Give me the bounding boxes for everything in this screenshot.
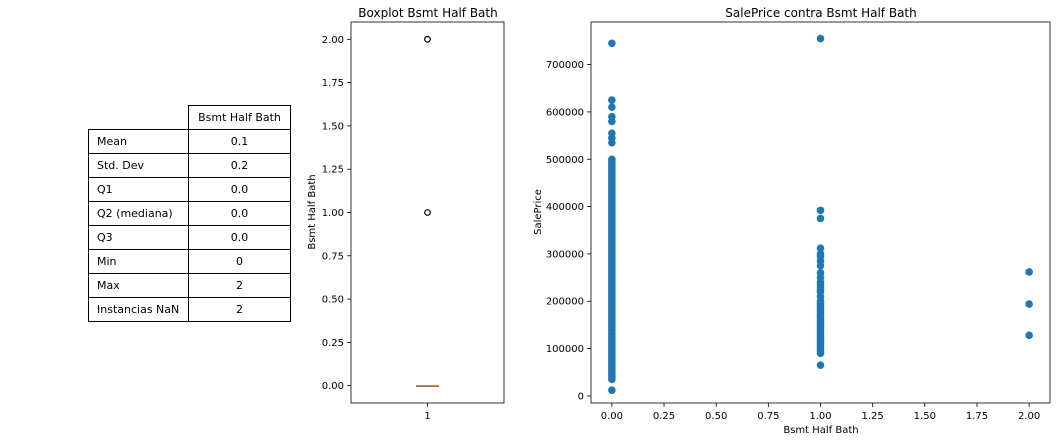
scatter-point bbox=[608, 386, 616, 395]
scatter-xtick-label: 1.50 bbox=[914, 411, 936, 422]
scatter-xtick-label: 2.00 bbox=[1018, 411, 1040, 422]
stats-row: Std. Dev 0.2 bbox=[88, 153, 291, 178]
stats-row-value: 0 bbox=[188, 249, 291, 274]
boxplot-xtick-label: 1 bbox=[424, 411, 430, 422]
scatter-point bbox=[608, 112, 616, 121]
stats-row: Q2 (mediana) 0.0 bbox=[88, 201, 291, 226]
boxplot-ytick-label: 1.50 bbox=[322, 121, 344, 132]
boxplot-outlier bbox=[424, 35, 431, 43]
scatter-ytick-label: 200000 bbox=[546, 297, 584, 308]
scatter-point bbox=[1025, 268, 1033, 276]
scatter-xtick-label: 1.75 bbox=[966, 411, 988, 422]
boxplot-ytick-label: 0.75 bbox=[322, 251, 344, 262]
stats-row: Instancias NaN 2 bbox=[88, 297, 291, 322]
stats-row: Min 0 bbox=[88, 249, 291, 274]
boxplot-ytick-label: 1.75 bbox=[322, 78, 344, 89]
stats-table: Bsmt Half Bath Mean 0.1 Std. Dev 0.2 Q1 0.0… bbox=[88, 105, 291, 322]
scatter-xtick-label: 1.00 bbox=[809, 411, 831, 422]
boxplot-ytick-label: 0.25 bbox=[322, 338, 344, 349]
stats-row-label: Min bbox=[88, 249, 189, 274]
stats-row: Q3 0.0 bbox=[88, 225, 291, 250]
scatter-point bbox=[608, 155, 616, 164]
scatter-xtick-label: 0.50 bbox=[705, 411, 727, 422]
boxplot-frame bbox=[350, 21, 505, 404]
scatter-ytick-label: 300000 bbox=[546, 249, 584, 260]
stats-row-label: Q3 bbox=[88, 225, 189, 250]
boxplot-ytick-label: 1.00 bbox=[322, 208, 344, 219]
scatter-point bbox=[816, 269, 825, 277]
stats-row: Q1 0.0 bbox=[88, 177, 291, 202]
stats-row-label: Q2 (mediana) bbox=[88, 201, 189, 226]
scatter-point bbox=[608, 103, 616, 111]
stats-row-value: 2 bbox=[188, 297, 291, 322]
scatter-point bbox=[816, 361, 825, 369]
stats-row-label: Mean bbox=[88, 129, 189, 154]
scatter-chart: SalePrice contra Bsmt Half Bath Bsmt Hal… bbox=[533, 6, 1051, 436]
scatter-ytick-label: 700000 bbox=[546, 60, 584, 71]
stats-row-value: 0.0 bbox=[188, 177, 291, 202]
scatter-point bbox=[608, 96, 616, 104]
scatter-point bbox=[1025, 300, 1033, 308]
scatter-point bbox=[816, 206, 825, 215]
boxplot-title: Boxplot Bsmt Half Bath bbox=[358, 6, 497, 20]
scatter-xtick-label: 1.25 bbox=[862, 411, 884, 422]
boxplot-ylabel: Bsmt Half Bath bbox=[307, 174, 318, 249]
scatter-point bbox=[816, 244, 825, 253]
stats-header-row: Bsmt Half Bath bbox=[89, 105, 291, 130]
scatter-point bbox=[1025, 331, 1033, 340]
boxplot-ytick-label: 2.00 bbox=[322, 35, 344, 46]
scatter-point bbox=[816, 214, 825, 223]
scatter-ytick-label: 100000 bbox=[546, 344, 584, 355]
stats-row-label: Std. Dev bbox=[88, 153, 189, 178]
scatter-point bbox=[816, 250, 825, 258]
scatter-ytick-label: 400000 bbox=[546, 202, 584, 213]
scatter-point bbox=[608, 129, 616, 138]
scatter-xtick-label: 0.25 bbox=[653, 411, 675, 422]
scatter-xtick-label: 0.75 bbox=[757, 411, 779, 422]
scatter-title: SalePrice contra Bsmt Half Bath bbox=[725, 6, 916, 20]
boxplot-ytick-label: 1.25 bbox=[322, 165, 344, 176]
scatter-xlabel: Bsmt Half Bath bbox=[783, 425, 858, 436]
scatter-point bbox=[608, 39, 616, 48]
boxplot-ytick-label: 0.50 bbox=[322, 295, 344, 306]
boxplot-ytick-label: 0.00 bbox=[322, 381, 344, 392]
boxplot-outlier bbox=[424, 209, 431, 216]
scatter-ytick-label: 600000 bbox=[546, 107, 584, 118]
scatter-ytick-label: 0 bbox=[578, 391, 584, 402]
scatter-xtick-label: 0.00 bbox=[601, 411, 623, 422]
scatter-ylabel: SalePrice bbox=[533, 189, 544, 235]
scatter-ytick-label: 500000 bbox=[546, 155, 584, 166]
stats-row-value: 0.0 bbox=[188, 225, 291, 250]
stats-row-label: Max bbox=[88, 273, 189, 298]
stats-row-value: 0.0 bbox=[188, 201, 291, 226]
stats-header-label: Bsmt Half Bath bbox=[188, 105, 291, 130]
stats-row-label: Instancias NaN bbox=[88, 297, 189, 322]
scatter-point bbox=[816, 34, 825, 43]
boxplot-chart: Boxplot Bsmt Half Bath Bsmt Half Bath 0.… bbox=[307, 6, 505, 422]
